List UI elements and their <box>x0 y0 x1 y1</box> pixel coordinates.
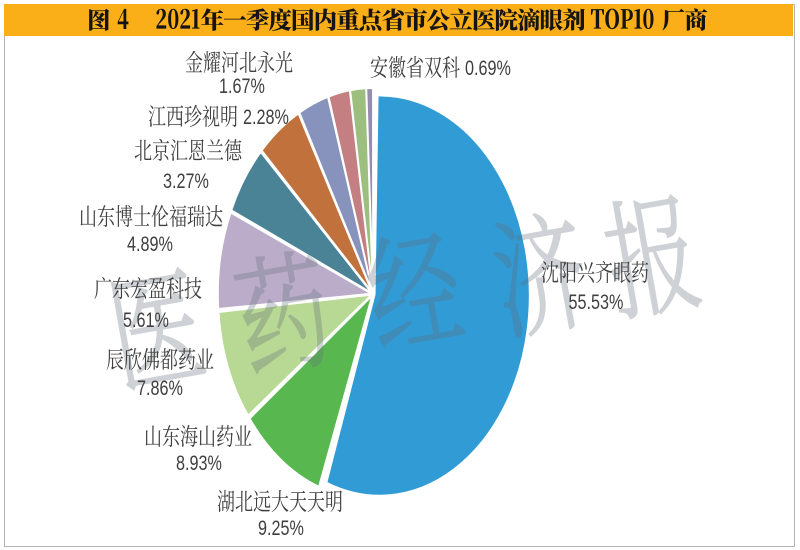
svg-text:5.61%: 5.61% <box>123 309 169 333</box>
svg-text:8.93%: 8.93% <box>176 452 222 476</box>
svg-text:2.28%: 2.28% <box>243 106 289 130</box>
svg-text:55.53%: 55.53% <box>569 291 624 315</box>
svg-text:9.25%: 9.25% <box>258 517 304 541</box>
svg-text:0.69%: 0.69% <box>465 57 511 81</box>
svg-text:7.86%: 7.86% <box>137 377 183 401</box>
svg-text:3.27%: 3.27% <box>163 170 209 194</box>
svg-text:4.89%: 4.89% <box>127 233 173 257</box>
svg-text:1.67%: 1.67% <box>219 75 265 99</box>
